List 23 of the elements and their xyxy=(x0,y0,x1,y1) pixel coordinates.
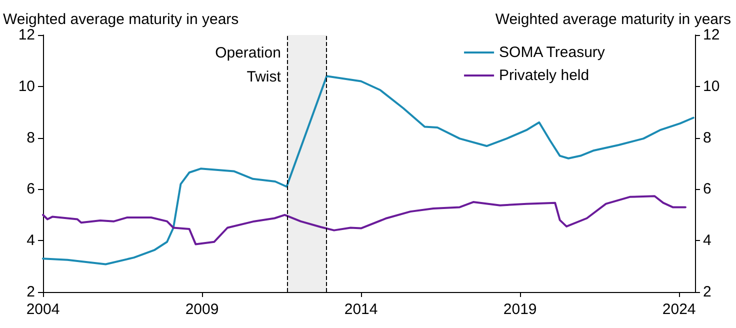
y-tick-label: 10 xyxy=(18,78,35,95)
line-series xyxy=(42,195,686,246)
y-tick-label: 4 xyxy=(26,232,35,250)
legend-label: SOMA Treasury xyxy=(499,44,606,61)
y2-tick-label: 6 xyxy=(703,180,712,198)
y-tick-label: 6 xyxy=(26,180,35,198)
y-tick-label: 12 xyxy=(18,26,35,44)
x-tick-label: 2024 xyxy=(662,301,696,318)
y-axis-title: Weighted average maturity in years xyxy=(3,11,239,28)
y2-tick-label: 4 xyxy=(703,232,712,250)
y-tick-label: 2 xyxy=(26,284,35,300)
x-tick-label: 2019 xyxy=(503,301,537,318)
y2-tick-label: 10 xyxy=(703,78,720,95)
legend-label: Privately held xyxy=(499,67,590,84)
y2-tick-label: 12 xyxy=(703,26,720,44)
y2-tick-label: 8 xyxy=(703,129,712,146)
x-tick-label: 2014 xyxy=(344,301,378,318)
band-label: Operation Twist xyxy=(215,44,282,86)
y2-axis-title: Weighted average maturity in years xyxy=(495,11,731,28)
x-tick-label: 2004 xyxy=(26,301,60,318)
y-tick-label: 8 xyxy=(26,129,35,146)
y2-tick-label: 2 xyxy=(703,284,712,300)
x-tick-label: 2009 xyxy=(185,301,219,318)
